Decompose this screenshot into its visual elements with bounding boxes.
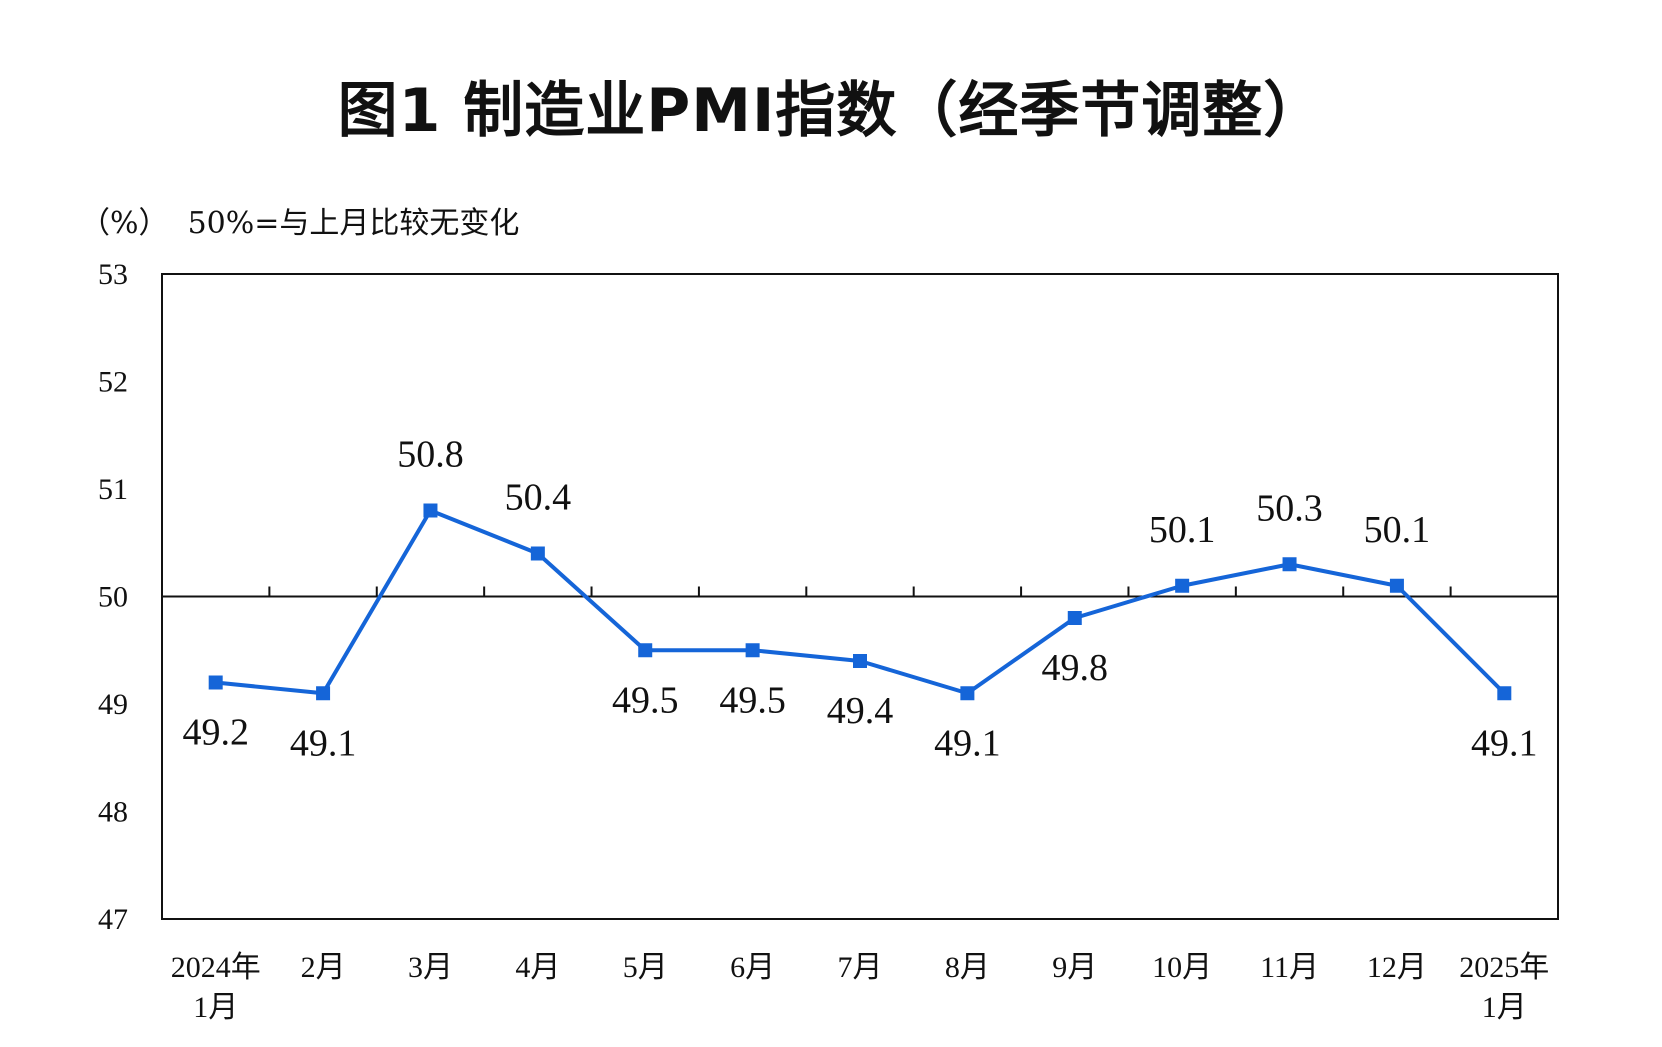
x-tick-label: 2025年 1月: [1459, 951, 1549, 1024]
data-point-marker: [638, 643, 653, 658]
data-label: 49.5: [719, 679, 786, 721]
data-point-marker: [530, 546, 545, 561]
data-label: 49.4: [827, 690, 894, 732]
y-tick-label: 51: [98, 473, 128, 506]
data-point-marker: [1067, 611, 1082, 625]
y-tick-label: 53: [98, 258, 128, 291]
data-label: 49.1: [290, 722, 357, 764]
data-point-marker: [853, 654, 867, 668]
unit-note: （%） 50%=与上月比较无变化: [80, 206, 520, 241]
data-label: 49.8: [1042, 647, 1109, 689]
data-point-marker: [316, 686, 331, 701]
data-point-marker: [1282, 557, 1297, 572]
x-tick-label: 5月: [623, 951, 668, 984]
y-tick-label: 48: [98, 796, 128, 829]
series-group: [208, 503, 1512, 701]
y-tick-label: 47: [98, 903, 128, 936]
y-axis: 47 48 49 50 51 52 53: [98, 258, 128, 936]
data-label: 50.1: [1364, 509, 1431, 551]
data-point-marker: [960, 686, 975, 701]
data-point-marker: [1389, 578, 1404, 593]
x-tick-label: 6月: [730, 951, 775, 984]
x-tick-label: 8月: [945, 951, 990, 984]
data-label: 49.5: [612, 679, 679, 721]
data-label: 50.8: [397, 434, 464, 476]
data-label: 49.2: [182, 712, 249, 754]
x-axis: 2024年 1月 2月 3月 4月 5月 6月 7月 8月 9月 10月 11月 12月 2025年 1月: [162, 586, 1558, 1024]
x-tick-label: 4月: [515, 951, 560, 984]
x-tick-label: 9月: [1052, 951, 1097, 984]
data-label: 50.3: [1256, 487, 1323, 529]
x-tick-label: 10月: [1152, 951, 1212, 984]
data-labels: 49.2 49.1 50.8 50.4 49.5 49.5 49.4 49.1 49.8 50.1…: [182, 434, 1537, 765]
data-label: 49.1: [1471, 722, 1538, 764]
data-label: 49.1: [934, 722, 1001, 764]
chart-title: 图1 制造业PMI指数（经季节调整）: [337, 76, 1325, 146]
data-label: 50.4: [505, 477, 572, 519]
y-tick-label: 49: [98, 688, 128, 721]
x-tick-label: 3月: [408, 951, 453, 984]
data-point-marker: [745, 643, 760, 658]
data-point-marker: [1175, 578, 1190, 593]
x-tick-label: 11月: [1260, 951, 1319, 984]
data-label: 50.1: [1149, 509, 1216, 551]
data-point-marker: [1497, 686, 1512, 701]
y-tick-label: 50: [98, 581, 128, 614]
x-tick-label: 2月: [301, 951, 346, 984]
x-tick-label: 2024年 1月: [171, 951, 261, 1024]
y-tick-label: 52: [98, 366, 128, 399]
data-point-marker: [423, 503, 438, 518]
x-tick-label: 12月: [1367, 951, 1427, 984]
x-tick-label: 7月: [838, 951, 883, 984]
data-point-marker: [208, 675, 223, 690]
